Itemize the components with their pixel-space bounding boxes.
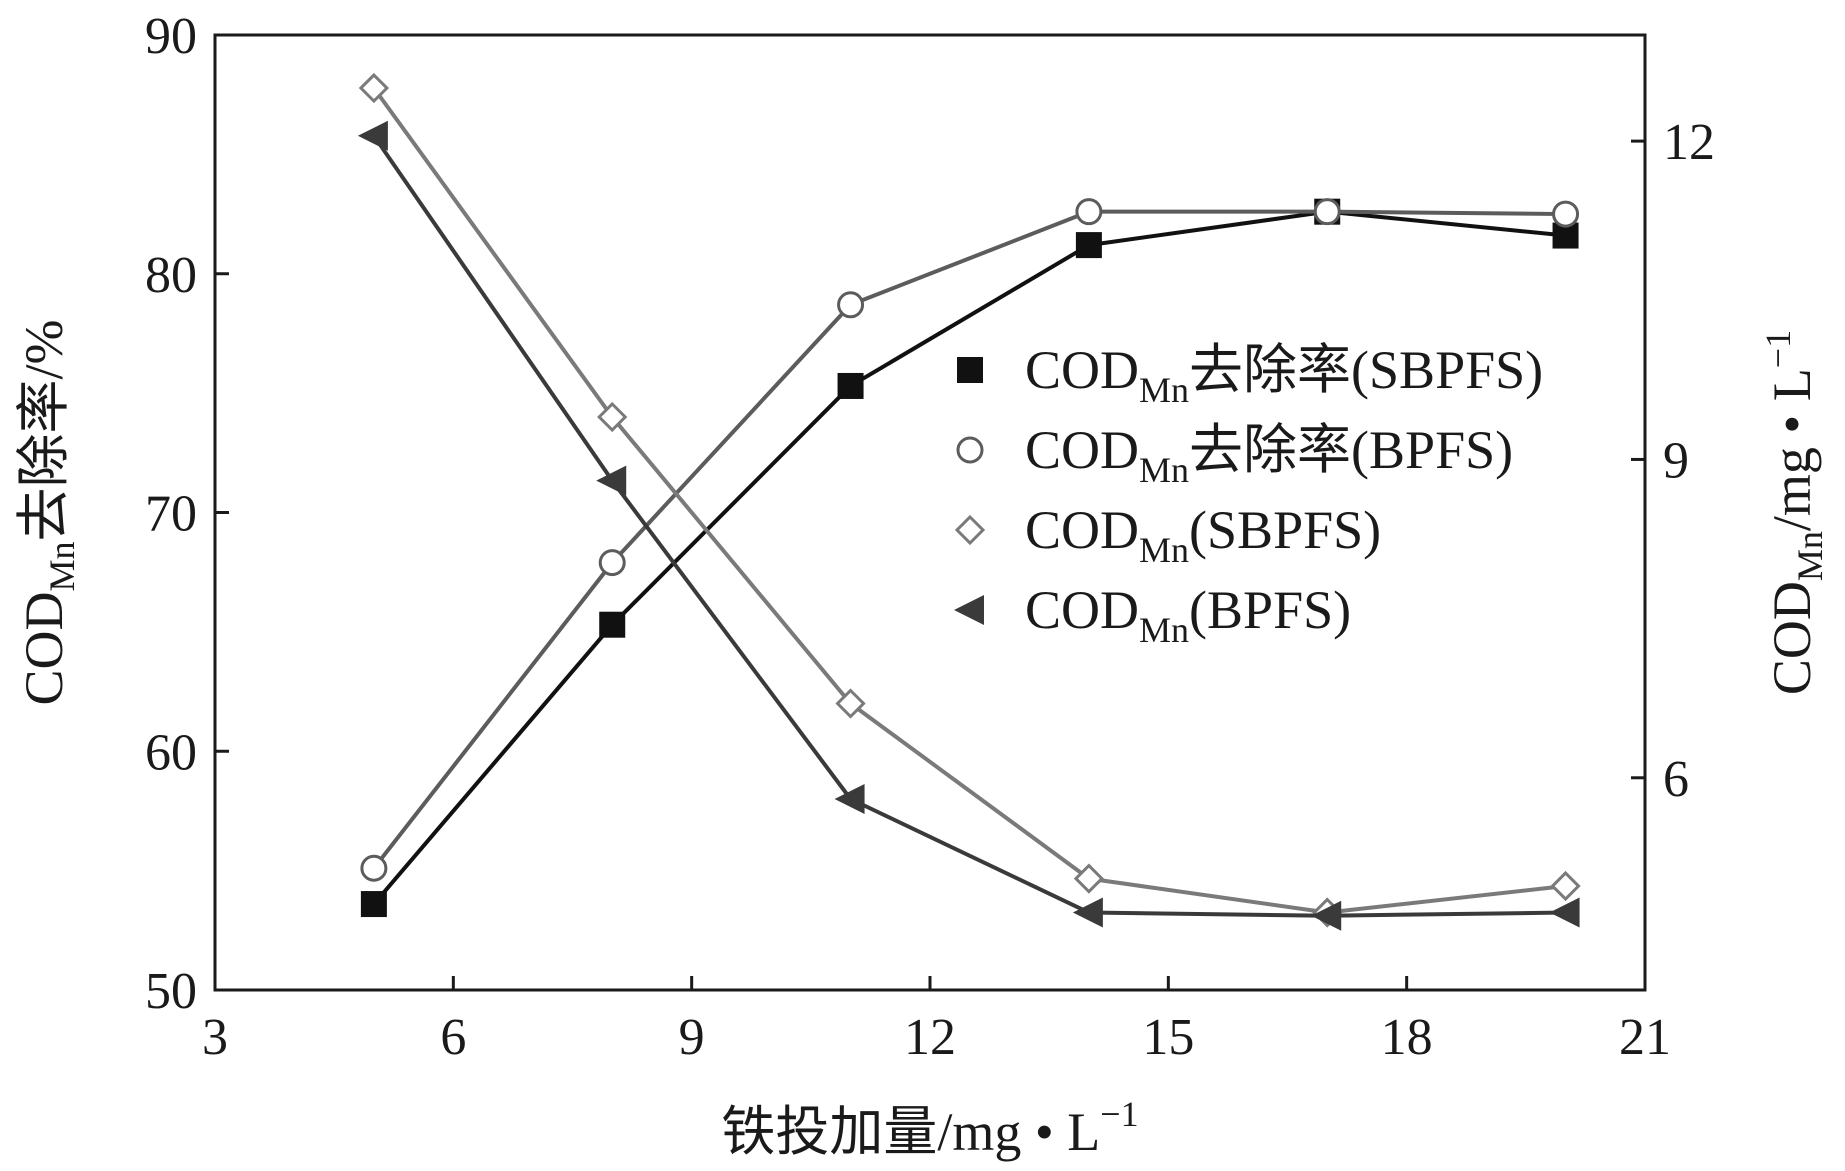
legend-label-post: 去除率(SBPFS) — [1189, 340, 1543, 400]
y-left-title-post: 去除率/% — [14, 319, 74, 541]
x-tick-label: 12 — [904, 1009, 956, 1066]
x-tick-label: 18 — [1381, 1009, 1433, 1066]
data-point-cod-bpfs — [596, 465, 627, 496]
data-point-removal-sbpfs — [837, 372, 864, 399]
data-point-removal-bpfs — [1075, 198, 1103, 226]
data-point-cod-bpfs — [357, 120, 388, 151]
legend-label-sub: Mn — [1139, 450, 1189, 490]
x-tick-label: 9 — [679, 1009, 705, 1066]
y-right-title-sup: −1 — [1758, 330, 1798, 368]
legend-label-removal-bpfs: CODMn去除率(BPFS) — [1025, 420, 1513, 490]
legend-label-post: 去除率(BPFS) — [1189, 420, 1513, 480]
data-point-cod-bpfs — [1072, 897, 1103, 928]
y-left-tick-label: 90 — [145, 8, 197, 65]
series-removal-bpfs — [360, 198, 1580, 882]
legend-label-pre: COD — [1025, 340, 1139, 400]
y-left-title-pre: COD — [14, 592, 74, 706]
series-cod-sbpfs — [358, 72, 1581, 928]
data-point-cod-bpfs — [1549, 897, 1580, 928]
data-point-cod-sbpfs — [1550, 870, 1581, 902]
y-right-title-pre: COD — [1762, 581, 1822, 695]
legend-label-post: (BPFS) — [1189, 580, 1351, 640]
y-left-tick-label: 60 — [145, 724, 197, 781]
data-point-removal-bpfs — [598, 549, 626, 577]
series-removal-sbpfs — [360, 198, 1579, 918]
y-right-tick-label: 9 — [1663, 432, 1689, 489]
legend-label-pre: COD — [1025, 500, 1139, 560]
series-line-cod-sbpfs — [372, 86, 1566, 915]
y-right-axis-title: CODMn/mg • L−1 — [1758, 330, 1830, 695]
legend-label-cod-sbpfs: CODMn(SBPFS) — [1025, 500, 1381, 570]
series-line-cod-bpfs — [372, 134, 1566, 918]
y-left-tick-label: 50 — [145, 963, 197, 1020]
y-left-tick-label: 80 — [145, 247, 197, 304]
legend-label-removal-sbpfs: CODMn去除率(SBPFS) — [1025, 340, 1543, 410]
y-right-tick-label: 6 — [1663, 751, 1689, 808]
legend-label-pre: COD — [1025, 420, 1139, 480]
y-left-axis-title: CODMn去除率/% — [14, 319, 82, 705]
data-point-removal-sbpfs — [599, 611, 626, 638]
x-tick-label: 15 — [1142, 1009, 1194, 1066]
data-point-cod-sbpfs — [597, 401, 628, 433]
data-point-removal-bpfs — [1313, 198, 1341, 226]
legend-label-sub: Mn — [1139, 530, 1189, 570]
data-point-removal-bpfs — [360, 854, 388, 882]
legend-label-sub: Mn — [1139, 610, 1189, 650]
x-axis-title-sup: −1 — [1100, 1094, 1138, 1134]
data-point-cod-sbpfs — [835, 688, 866, 719]
series-cod-bpfs — [357, 120, 1580, 931]
data-point-removal-sbpfs — [360, 891, 387, 918]
legend-label-cod-bpfs: CODMn(BPFS) — [1025, 580, 1351, 650]
data-point-cod-sbpfs — [358, 72, 390, 104]
x-tick-label: 6 — [440, 1009, 466, 1066]
data-point-removal-bpfs — [1552, 200, 1580, 228]
data-point-cod-bpfs — [1311, 900, 1342, 931]
data-point-removal-sbpfs — [1075, 232, 1102, 259]
legend-marker-removal-sbpfs — [957, 357, 983, 383]
data-point-cod-sbpfs — [1073, 863, 1105, 894]
y-left-tick-label: 70 — [145, 486, 197, 543]
y-right-tick-label: 12 — [1663, 114, 1715, 171]
y-right-title-post: /mg • L — [1762, 368, 1822, 531]
data-point-cod-bpfs — [834, 784, 865, 814]
legend-label-pre: COD — [1025, 580, 1139, 640]
y-right-title-sub: Mn — [1790, 531, 1830, 581]
x-axis-title-main: 铁投加量/mg • L — [721, 1102, 1100, 1162]
series-line-removal-bpfs — [372, 209, 1566, 870]
plot-frame — [213, 33, 1647, 992]
x-axis-title: 铁投加量/mg • L−1 — [721, 1094, 1138, 1162]
series-line-removal-sbpfs — [372, 209, 1566, 906]
x-tick-label: 3 — [202, 1009, 228, 1066]
legend-marker-removal-bpfs — [956, 436, 984, 464]
data-point-removal-bpfs — [837, 291, 865, 319]
legend-label-sub: Mn — [1139, 370, 1189, 410]
x-tick-label: 21 — [1619, 1009, 1671, 1066]
series-layer — [357, 72, 1581, 931]
legend-marker-cod-bpfs — [954, 595, 984, 625]
legend: CODMn去除率(SBPFS)CODMn去除率(BPFS)CODMn(SBPFS… — [954, 340, 1543, 650]
legend-marker-cod-sbpfs — [954, 514, 986, 546]
y-left-title-sub: Mn — [42, 541, 82, 591]
legend-label-post: (SBPFS) — [1189, 500, 1381, 560]
